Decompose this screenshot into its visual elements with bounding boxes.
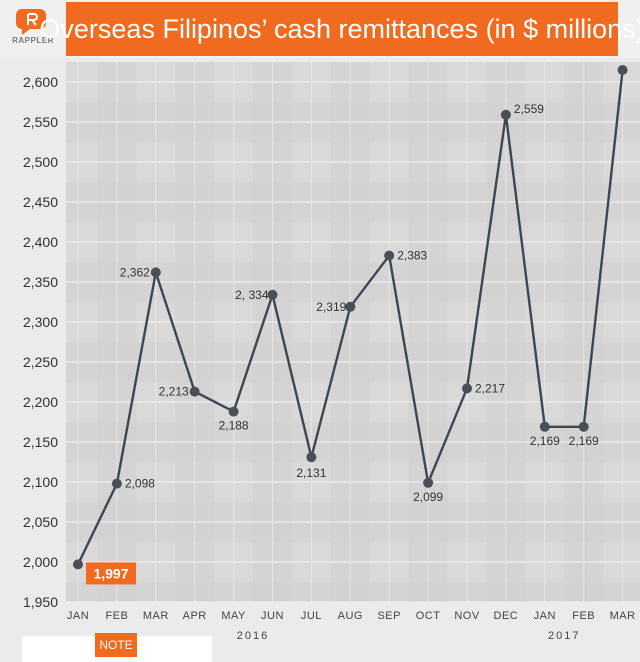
x-tick-label: MAR (610, 610, 636, 622)
data-label: 2,098 (125, 477, 155, 491)
data-point (500, 109, 511, 120)
title-bar: Overseas Filipinos’ cash remittances (in… (39, 2, 640, 56)
x-tick-label: MAR (143, 610, 169, 622)
data-point (111, 478, 122, 489)
y-tick-label: 2,350 (23, 274, 58, 290)
x-tick-label: FEB (105, 610, 128, 622)
y-tick-label: 2,600 (23, 74, 58, 90)
data-point (228, 406, 239, 417)
y-tick-label: 2,000 (23, 554, 58, 570)
header: RAPPLER Overseas Filipinos’ cash remitta… (0, 0, 640, 58)
year-label: 2017 (548, 630, 580, 642)
y-tick-label: 2,150 (23, 434, 58, 450)
y-tick-label: 2,500 (23, 154, 58, 170)
y-tick-label: 2,400 (23, 234, 58, 250)
data-point (384, 250, 395, 261)
data-point (189, 386, 200, 397)
data-label: 2,559 (514, 102, 544, 116)
x-tick-label: JUN (261, 610, 284, 622)
x-tick-label: APR (183, 610, 207, 622)
x-tick-label: JUL (301, 610, 322, 622)
rappler-logo-icon (16, 9, 46, 35)
data-label: 2,213 (159, 385, 189, 399)
data-point (617, 65, 628, 75)
data-point (539, 421, 550, 432)
chart-title: Overseas Filipinos’ cash remittances (in… (39, 13, 640, 44)
x-tick-label: MAY (221, 610, 246, 622)
y-tick-label: 2,200 (23, 394, 58, 410)
x-tick-label: AUG (338, 610, 363, 622)
note-badge[interactable]: NOTE (95, 633, 137, 657)
data-point (150, 267, 161, 278)
y-tick-label: 2,050 (23, 514, 58, 530)
x-tick-label: SEP (377, 610, 401, 622)
x-tick-label: FEB (572, 610, 595, 622)
highlight-data-label: 1,997 (93, 565, 128, 581)
y-tick-label: 2,450 (23, 194, 58, 210)
x-tick-label: JAN (67, 610, 89, 622)
data-label: 2,217 (475, 381, 505, 395)
data-point (73, 559, 83, 570)
data-label: 2,131 (296, 466, 326, 480)
data-label: 2,383 (397, 249, 427, 263)
data-label: 2,169 (569, 434, 599, 448)
y-tick-label: 2,550 (23, 114, 58, 130)
logo-text: RAPPLER (12, 36, 54, 45)
year-label: 2016 (237, 630, 269, 642)
x-tick-label: OCT (416, 610, 441, 622)
data-point (578, 421, 589, 432)
data-point (423, 477, 434, 488)
rappler-logo: RAPPLER (8, 6, 58, 50)
data-label: 2,362 (120, 265, 150, 279)
data-point (306, 452, 317, 463)
data-point (462, 383, 472, 394)
x-tick-label: JAN (534, 610, 556, 622)
remittances-line-chart: 1,950 2,000 2,050 2,100 2,150 2,200 2,250 2,300… (23, 62, 640, 642)
data-label: 2,319 (316, 300, 346, 314)
data-point (345, 301, 356, 312)
y-tick-label: 2,100 (23, 474, 58, 490)
y-tick-label: 2,300 (23, 314, 58, 330)
data-label: 2,188 (219, 419, 249, 433)
x-tick-label: DEC (494, 610, 519, 622)
highlight-label-box (86, 562, 136, 585)
data-label: 2,169 (530, 434, 560, 448)
y-tick-label: 2,250 (23, 354, 58, 370)
data-point (267, 289, 278, 300)
data-label: 2, 334 (235, 288, 269, 302)
data-label: 2,099 (413, 490, 443, 504)
y-tick-label: 1,950 (23, 594, 58, 610)
x-tick-label: NOV (454, 610, 480, 622)
